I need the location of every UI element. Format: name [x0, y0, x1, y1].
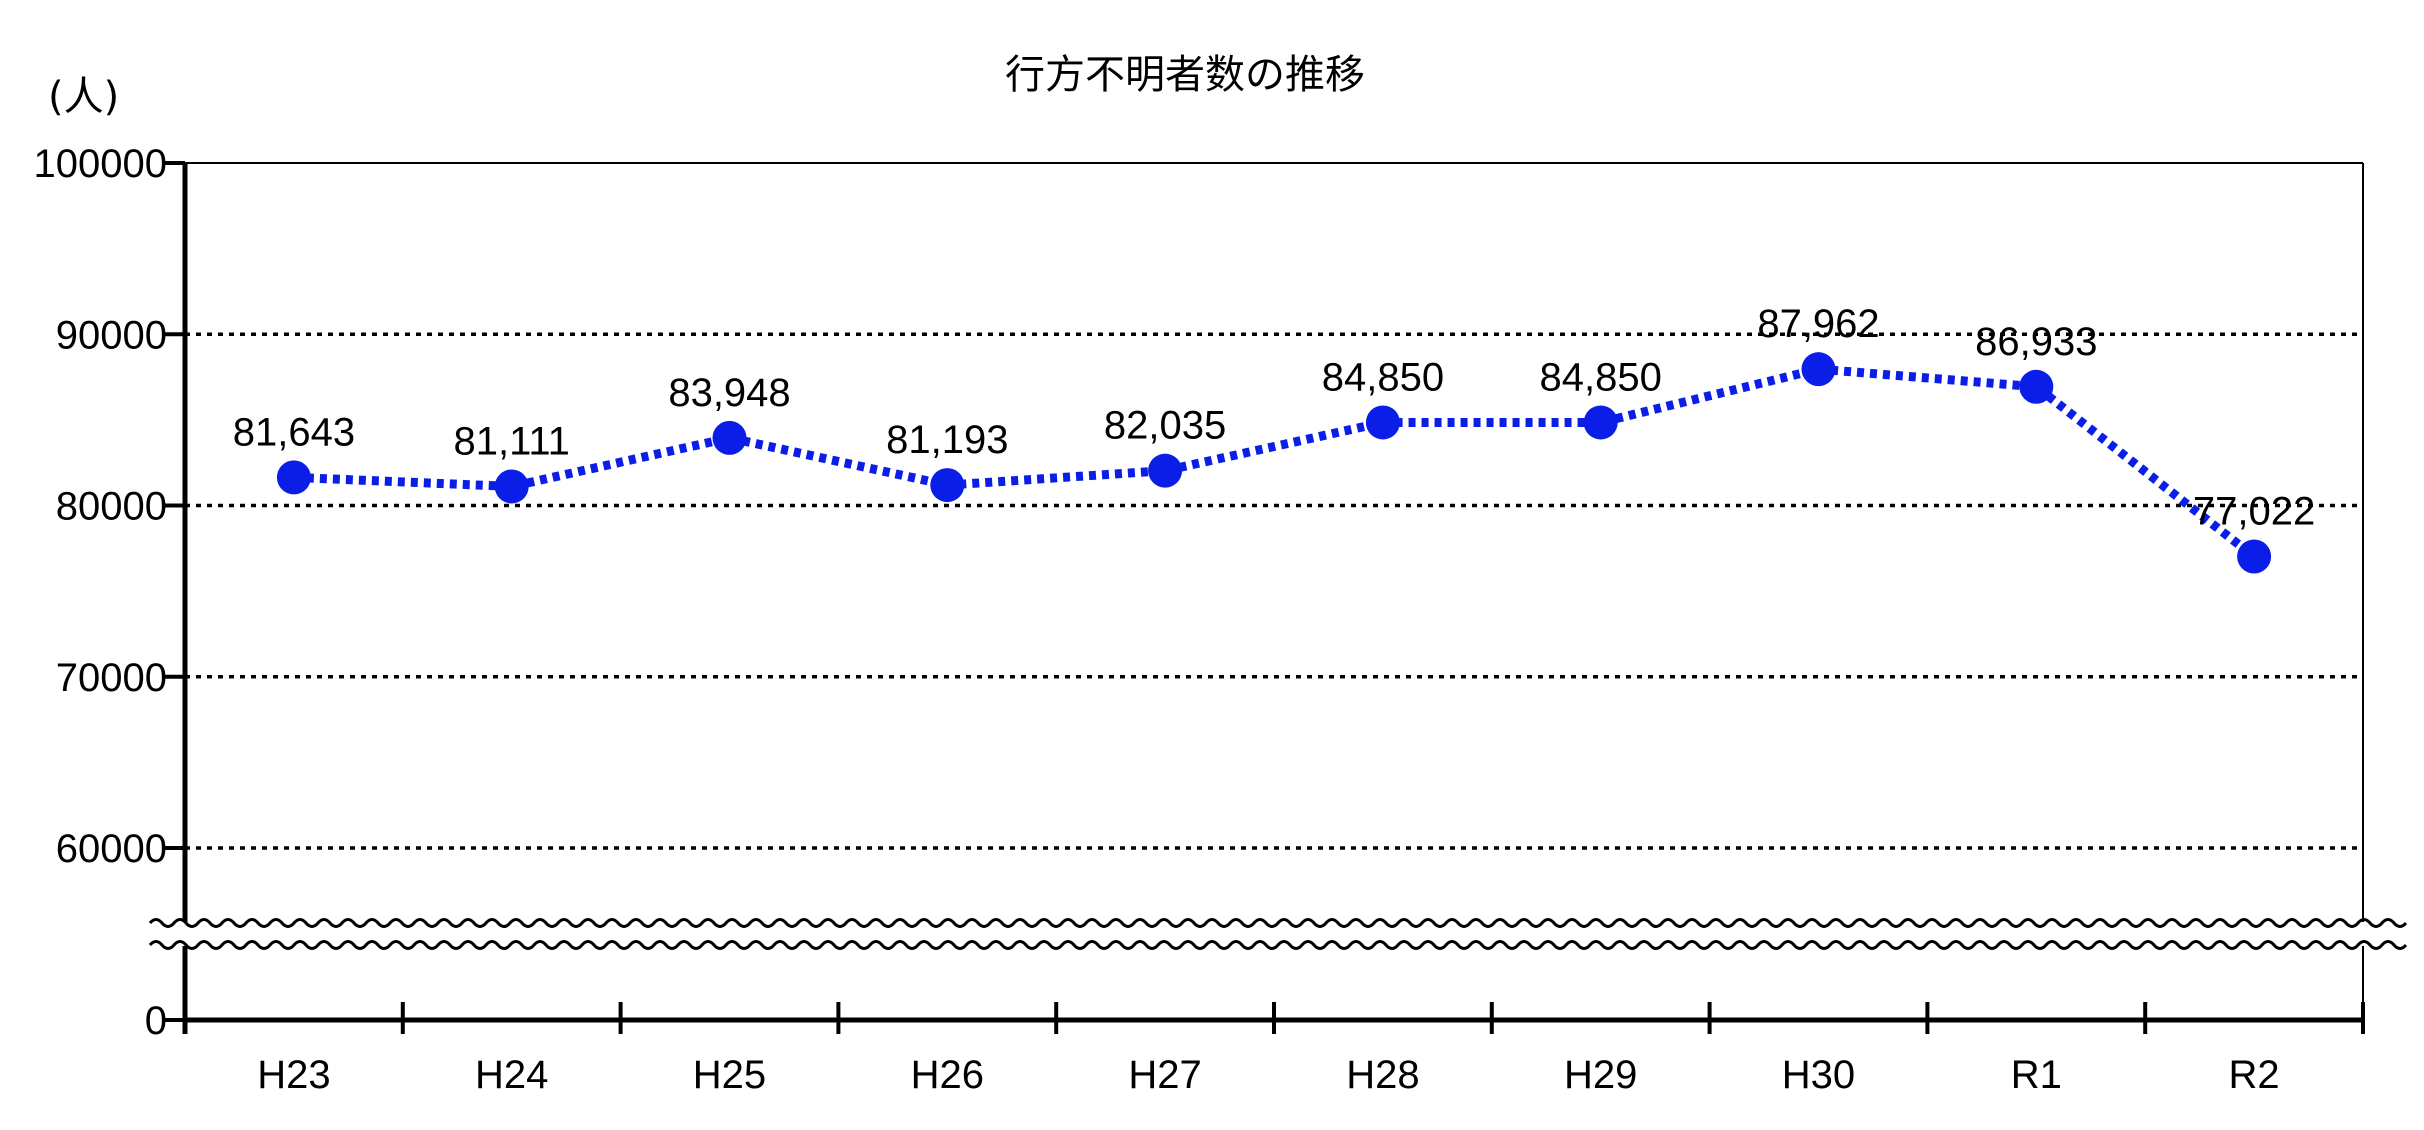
data-label: 86,933: [1975, 320, 2097, 364]
data-point: [1148, 453, 1183, 488]
gridlines: [185, 332, 2363, 850]
x-tick-label: H29: [1564, 1053, 1637, 1097]
y-axis-unit-label: (人): [48, 74, 119, 120]
data-label: 83,948: [668, 371, 790, 415]
x-tick-label: H30: [1782, 1053, 1855, 1097]
data-point: [2019, 369, 2054, 404]
plot-frame: [182, 162, 2364, 1034]
series-polyline: [293, 364, 2257, 561]
axis-break-lower-wave: [148, 940, 2408, 950]
data-label: 87,962: [1757, 302, 1879, 346]
data-point: [1583, 405, 1618, 440]
data-label: 81,193: [886, 418, 1008, 462]
data-point: [930, 468, 965, 503]
data-labels: 81,643 81,111 83,948 81,193 82,035 84,850 84,8…: [233, 302, 2316, 533]
x-tick-label: H27: [1128, 1053, 1201, 1097]
y-tick-label: 80000: [56, 485, 167, 529]
x-axis-ticks: H23 H24 H25 H26 H27 H28 H29 H30 R1 R2: [183, 1002, 2365, 1097]
y-axis-ticks: 0 60000 70000 80000 90000 100000: [34, 142, 185, 1043]
x-tick-label: R1: [2011, 1053, 2062, 1097]
y-tick-label: 0: [145, 999, 167, 1043]
data-label: 84,850: [1322, 355, 1444, 399]
y-tick-label: 90000: [56, 313, 167, 357]
data-label: 81,111: [453, 419, 569, 463]
data-point: [1365, 405, 1400, 440]
x-tick-label: H28: [1346, 1053, 1419, 1097]
data-point: [712, 420, 747, 455]
data-point: [2237, 539, 2272, 574]
data-point: [494, 469, 529, 504]
series-line: [276, 352, 2272, 574]
data-label: 81,643: [233, 410, 355, 454]
data-label: 82,035: [1104, 404, 1226, 448]
x-tick-label: H24: [475, 1053, 548, 1097]
x-tick-label: R2: [2229, 1053, 2280, 1097]
data-label: 84,850: [1540, 355, 1662, 399]
x-tick-label: H25: [693, 1053, 766, 1097]
y-tick-label: 100000: [34, 142, 167, 186]
chart-title: 行方不明者数の推移: [1005, 52, 1365, 98]
data-point: [276, 460, 311, 495]
axis-break-symbol: [148, 918, 2408, 950]
axis-break-upper-wave: [148, 918, 2408, 928]
y-tick-label: 60000: [56, 827, 167, 871]
x-tick-label: H23: [257, 1053, 330, 1097]
data-point: [1801, 352, 1836, 387]
x-tick-label: H26: [911, 1053, 984, 1097]
data-label: 77,022: [2193, 489, 2315, 533]
y-tick-label: 70000: [56, 656, 167, 700]
